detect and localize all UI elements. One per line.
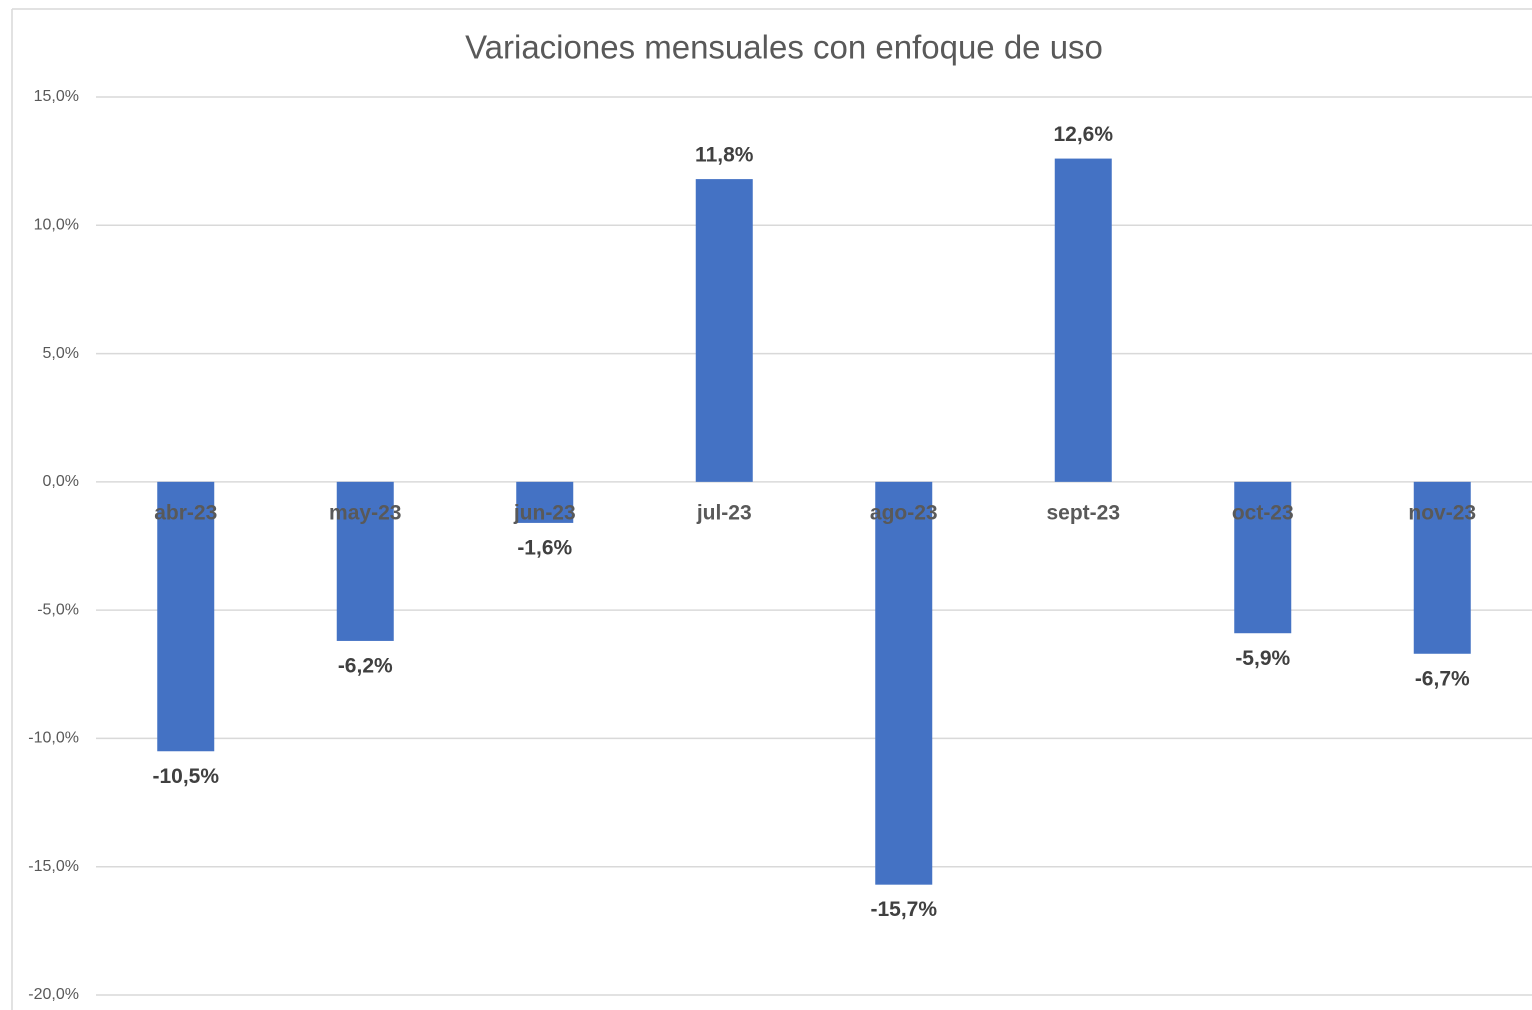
- bar: [695, 179, 753, 482]
- x-tick-label: nov-23: [1408, 501, 1476, 524]
- bar: [516, 481, 574, 523]
- y-tick-label: 0,0%: [43, 473, 79, 490]
- x-tick-label: sept-23: [1046, 501, 1120, 524]
- y-tick-label: 15,0%: [34, 88, 79, 105]
- data-label: -5,9%: [1235, 647, 1290, 670]
- bar: [1413, 481, 1471, 654]
- y-tick-label: -20,0%: [28, 986, 79, 1003]
- x-tick-label: may-23: [329, 501, 401, 524]
- data-label: -6,7%: [1415, 667, 1470, 690]
- x-tick-label: abr-23: [154, 501, 217, 524]
- bar: [1234, 481, 1292, 634]
- chart-title: Variaciones mensuales con enfoque de uso: [465, 29, 1103, 66]
- y-tick-label: -5,0%: [37, 601, 79, 618]
- bar: [1054, 158, 1112, 482]
- data-label: -15,7%: [870, 898, 937, 921]
- y-tick-label: 10,0%: [34, 217, 79, 234]
- data-label: -10,5%: [152, 765, 219, 788]
- x-tick-label: oct-23: [1232, 501, 1294, 524]
- data-label: 11,8%: [695, 144, 754, 167]
- data-label: -6,2%: [338, 654, 393, 677]
- x-tick-label: ago-23: [870, 501, 938, 524]
- x-tick-label: jul-23: [696, 501, 752, 524]
- bar: [336, 481, 394, 641]
- data-label: 12,6%: [1053, 123, 1113, 146]
- y-tick-label: 5,0%: [43, 345, 79, 362]
- x-tick-label: jun-23: [513, 501, 576, 524]
- bar: [157, 481, 215, 752]
- bar: [875, 481, 933, 885]
- y-tick-label: -15,0%: [28, 858, 79, 875]
- data-label: -1,6%: [517, 536, 572, 559]
- y-tick-label: -10,0%: [28, 730, 79, 747]
